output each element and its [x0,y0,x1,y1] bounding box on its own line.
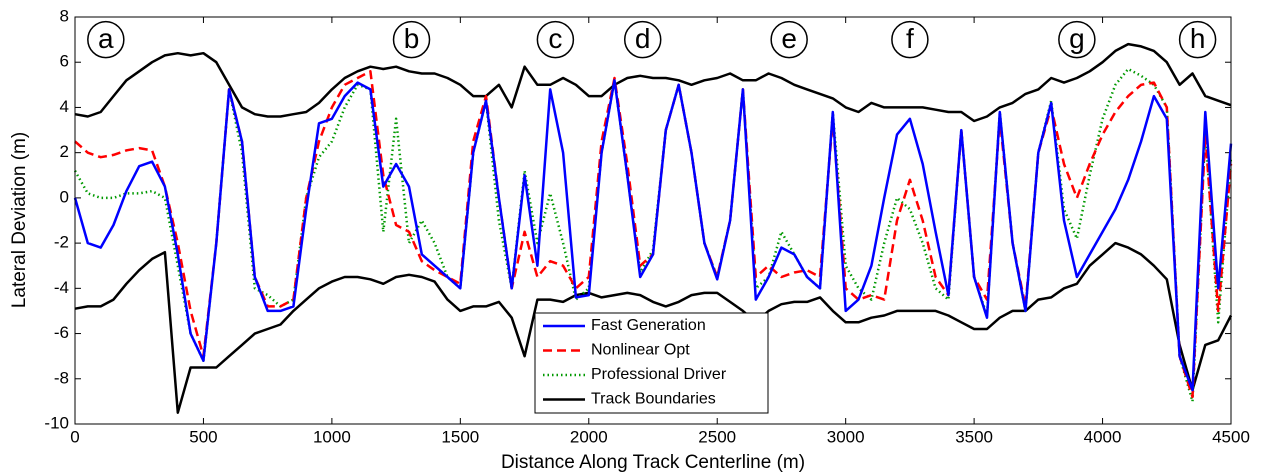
annotation-circle [623,20,662,59]
annotation-circle [1178,20,1217,59]
y-tick-label: 8 [60,6,69,25]
y-tick-label: 4 [60,97,69,116]
x-tick-label: 4000 [1084,427,1122,446]
annotation: c [548,23,562,54]
annotation: f [906,23,914,54]
line [73,79,1233,392]
annotation: h [1190,23,1206,54]
x-tick-label: 4500 [1212,427,1250,446]
x-tick-label: 3000 [827,427,865,446]
annotation: e [781,23,797,54]
legend-label: Professional Driver [591,366,727,383]
plot-frame [74,16,1232,425]
x-axis-label: Distance Along Track Centerline (m) [501,452,805,473]
annotation-circle [392,20,431,59]
x-tick-label: 0 [70,427,79,446]
y-tick-label: 0 [60,187,69,206]
annotation-circle [87,20,125,59]
line-lower [74,241,1233,414]
y-tick-label: 2 [60,142,69,161]
annotation-circle [770,20,808,59]
legend-box [534,312,769,414]
legend: Fast Generation Nonlinear Opt Professional… [534,312,769,414]
y-tick-label: -4 [54,278,69,297]
y-tick-label: -8 [54,368,69,387]
line [74,42,1232,123]
annotation-circle [536,20,575,59]
y-axis-label: Lateral Deviation (m) [9,132,30,308]
legend-label: Fast Generation [591,317,706,334]
legend-label: Track Boundaries [591,391,716,408]
y-tick-label: -10 [44,413,69,432]
x-tick-label: 3500 [955,427,993,446]
x-tick-label: 2000 [570,427,608,446]
y-tick-label: -2 [54,233,69,252]
x-tick-label: 500 [189,427,217,446]
annotation: a [98,23,114,54]
legend-label: Nonlinear Opt [591,342,690,359]
x-tick-label: 1000 [313,427,351,446]
annotation: b [404,23,420,54]
y-tick-label: -6 [54,323,69,342]
x-tick-label: 1500 [441,427,479,446]
annotation: d [635,23,651,54]
y-tick-label: 6 [60,52,69,71]
annotation-circle [1058,20,1096,59]
annotation-circle [891,20,929,59]
annotation: g [1069,23,1085,54]
x-tick-label: 2500 [698,427,736,446]
